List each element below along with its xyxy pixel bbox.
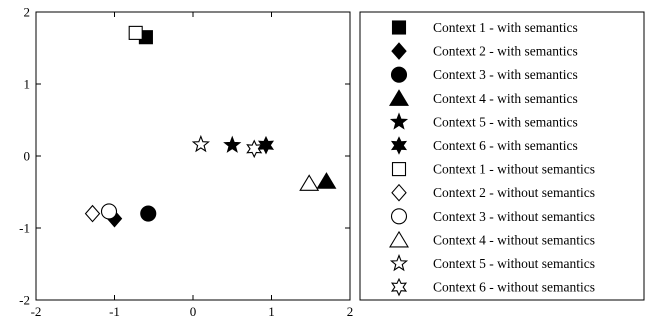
data-point <box>128 25 143 40</box>
legend-label: Context 6 - with semantics <box>433 138 578 153</box>
x-tick-label: 1 <box>268 304 275 319</box>
legend-label: Context 5 - with semantics <box>433 114 578 129</box>
legend-marker <box>391 162 407 177</box>
legend-label: Context 2 - without semantics <box>433 185 595 200</box>
legend-label: Context 3 - without semantics <box>433 209 595 224</box>
data-point <box>299 174 320 191</box>
legend-marker <box>391 20 407 35</box>
legend-marker <box>390 136 408 155</box>
y-tick-label: -1 <box>19 221 30 236</box>
legend-label: Context 1 - without semantics <box>433 162 595 177</box>
axis-ticks: -2 -1 0 1 2 2 1 0 -1 -2 <box>19 5 353 320</box>
y-tick-label: 2 <box>24 5 31 20</box>
x-tick-label: -1 <box>109 304 120 319</box>
x-tick-label: -2 <box>31 304 42 319</box>
legend-frame <box>359 11 645 301</box>
legend-marker <box>389 230 409 248</box>
data-point <box>257 135 275 155</box>
y-tick-label: 0 <box>24 149 31 164</box>
legend-marker <box>390 208 408 225</box>
legend-marker <box>391 183 407 202</box>
legend-marker <box>390 66 408 83</box>
legend-marker <box>390 277 408 297</box>
data-points <box>84 25 337 228</box>
legend-label: Context 4 - without semantics <box>433 232 595 247</box>
y-tick-label: 1 <box>24 77 31 92</box>
legend-label: Context 1 - with semantics <box>433 20 578 35</box>
x-tick-label: 0 <box>190 304 197 319</box>
legend-label: Context 4 - with semantics <box>433 91 578 106</box>
data-point <box>84 204 101 223</box>
data-point <box>140 205 157 222</box>
legend-label: Context 3 - with semantics <box>433 67 578 82</box>
legend-label: Context 5 - without semantics <box>433 256 595 271</box>
data-point <box>316 172 337 189</box>
x-tick-label: 2 <box>347 304 354 319</box>
data-point <box>191 134 210 153</box>
y-tick-label: -2 <box>19 293 30 308</box>
legend-marker <box>389 253 409 272</box>
data-point <box>246 139 263 159</box>
legend-marker <box>389 89 409 106</box>
legend-label: Context 6 - without semantics <box>433 280 595 295</box>
data-point <box>100 203 118 220</box>
plot-frame <box>35 11 351 301</box>
data-point <box>223 135 242 153</box>
legend-marker <box>389 112 409 130</box>
legend: Context 1 - with semantics Context 2 - wi… <box>389 20 595 297</box>
legend-marker <box>391 42 407 60</box>
legend-label: Context 2 - with semantics <box>433 44 578 59</box>
